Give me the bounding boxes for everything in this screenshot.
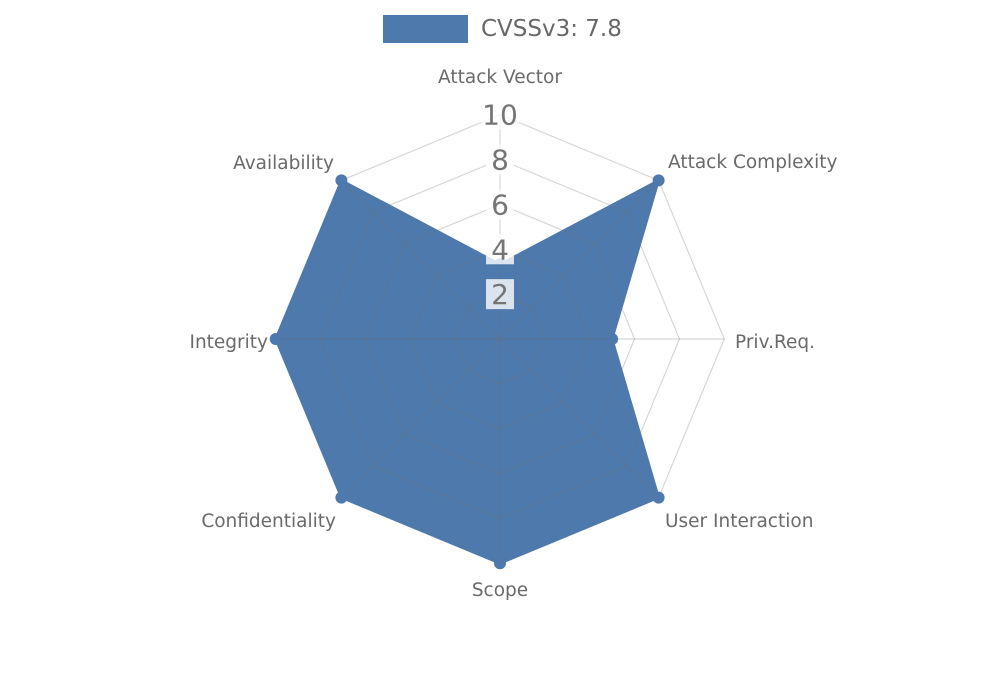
- tick-box: [481, 99, 519, 130]
- axis-spoke: [499, 179, 660, 340]
- vertex-marker: [606, 333, 619, 345]
- axis-label-integrity: Integrity: [189, 332, 268, 353]
- grid-ring-8: [319, 158, 681, 520]
- tick-box: [486, 279, 514, 310]
- axis-spoke: [340, 179, 501, 340]
- axis-label-availability: Availability: [233, 153, 334, 174]
- tick-box: [486, 234, 514, 265]
- tick-value: 6: [491, 188, 509, 221]
- tick-box: [486, 144, 514, 175]
- tick-value: 2: [491, 278, 509, 311]
- grid-ring-4: [409, 248, 591, 430]
- legend-label: CVSSv3: 7.8: [481, 16, 622, 42]
- tick-box: [486, 189, 514, 220]
- legend-swatch: [383, 15, 468, 43]
- axis-label-user-interaction: User Interaction: [665, 511, 813, 532]
- vertex-marker: [335, 174, 348, 187]
- vertex-marker: [494, 557, 506, 570]
- axis-spoke: [499, 338, 660, 499]
- axis-label-scope: Scope: [472, 580, 528, 601]
- tick-value: 8: [491, 144, 509, 177]
- axis-label-priv-req: Priv.Req.: [735, 332, 815, 353]
- legend: CVSSv3: 7.8: [383, 15, 622, 43]
- vertex-marker: [269, 333, 282, 345]
- radar-polygon-fill: [275, 180, 659, 564]
- axis-label-confidentiality: Confidentiality: [201, 511, 336, 532]
- axis-label-attack-vector: Attack Vector: [438, 67, 562, 88]
- vertex-marker: [652, 491, 665, 504]
- grid-ring-6: [364, 203, 636, 475]
- grid-ring-2: [454, 293, 546, 385]
- tick-value: 10: [482, 99, 518, 132]
- vertex-marker: [335, 491, 348, 504]
- tick-value: 4: [491, 233, 509, 266]
- vertex-marker: [652, 174, 665, 187]
- axis-label-attack-complexity: Attack Complexity: [668, 152, 837, 173]
- axis-spoke: [340, 338, 501, 499]
